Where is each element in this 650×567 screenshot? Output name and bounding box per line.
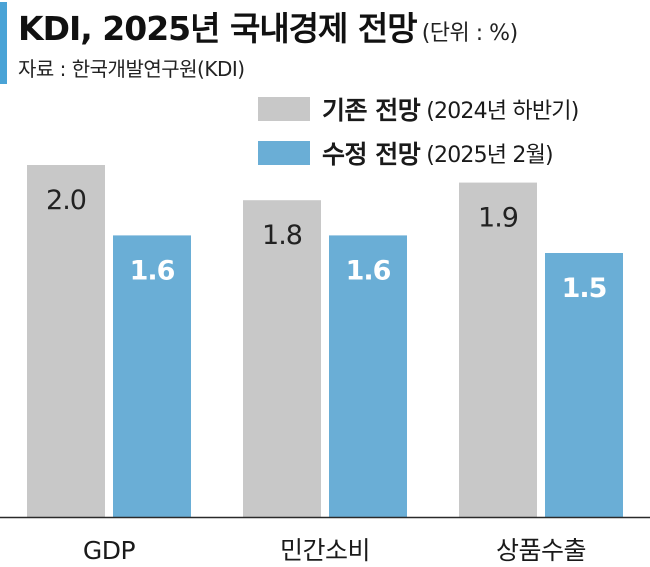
- category-label-2: 상품수출: [496, 536, 586, 565]
- legend-label-revised: 수정 전망: [322, 140, 421, 169]
- title-accent-bar: [0, 2, 7, 84]
- bar-1-0: [243, 200, 321, 517]
- legend-swatch-revised: [258, 141, 310, 165]
- unit-label: (단위 : %): [421, 21, 518, 46]
- data-label-0-1: 1.6: [130, 255, 175, 286]
- data-label-1-0: 1.8: [262, 220, 302, 251]
- legend: 기존 전망 (2024년 하반기) 수정 전망 (2025년 2월): [258, 92, 579, 180]
- bar-0-0: [27, 165, 105, 517]
- legend-swatch-previous: [258, 97, 310, 121]
- legend-item-revised: 수정 전망 (2025년 2월): [258, 136, 579, 170]
- legend-label-previous: 기존 전망: [322, 96, 421, 125]
- bar-1-1: [329, 235, 407, 517]
- bar-2-0: [459, 182, 537, 517]
- source-note: 자료 : 한국개발연구원(KDI): [18, 57, 245, 81]
- chart-title: KDI, 2025년 국내경제 전망: [18, 9, 418, 48]
- legend-item-previous: 기존 전망 (2024년 하반기): [258, 92, 579, 126]
- title-row: KDI, 2025년 국내경제 전망 (단위 : %): [18, 2, 518, 50]
- data-label-1-1: 1.6: [346, 255, 391, 286]
- data-label-2-1: 1.5: [562, 273, 607, 304]
- legend-note-revised: (2025년 2월): [426, 143, 553, 168]
- category-label-0: GDP: [83, 536, 136, 565]
- bar-0-1: [113, 235, 191, 517]
- bar-2-1: [545, 253, 623, 517]
- data-label-0-0: 2.0: [46, 185, 86, 216]
- category-label-1: 민간소비: [280, 536, 370, 565]
- data-label-2-0: 1.9: [478, 203, 518, 234]
- legend-note-previous: (2024년 하반기): [426, 99, 579, 124]
